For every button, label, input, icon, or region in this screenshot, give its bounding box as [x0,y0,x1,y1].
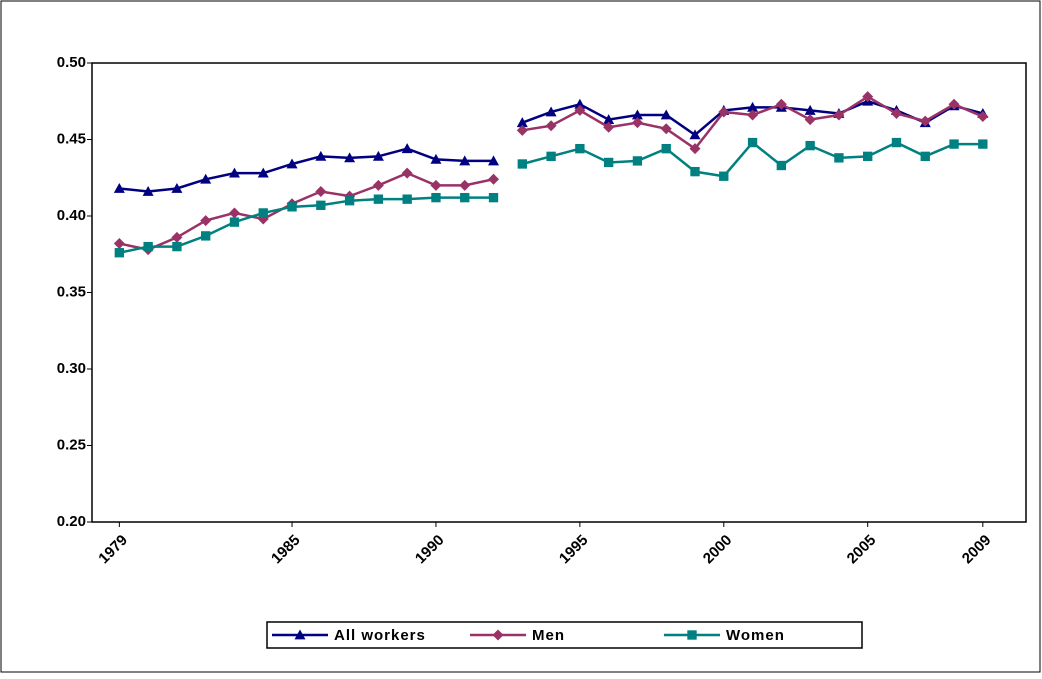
marker [488,173,500,185]
marker [747,137,758,148]
marker [660,123,672,135]
marker [401,143,413,154]
marker [890,107,902,119]
marker [372,179,384,191]
marker [316,200,326,210]
marker [200,173,212,184]
marker [200,215,212,227]
marker [804,114,816,126]
y-tick-label: 0.40 [57,207,86,224]
marker [294,629,306,640]
marker [286,158,298,169]
y-tick-label: 0.30 [57,360,86,377]
marker [372,150,384,161]
marker [718,106,730,118]
marker [373,194,384,204]
legend-label: Women [726,627,785,644]
marker [171,231,183,243]
marker [229,217,240,227]
marker [948,98,960,110]
marker [228,167,240,178]
marker [402,194,412,204]
marker [113,238,125,250]
marker [776,160,787,171]
marker [747,109,759,121]
marker [719,171,729,181]
marker [430,153,442,164]
marker [775,98,787,110]
marker [574,104,586,116]
marker [401,167,413,179]
legend-label: Men [532,627,565,644]
marker [891,137,902,148]
marker [488,192,499,203]
marker [661,144,671,154]
marker [114,248,125,258]
marker [603,121,615,133]
marker [863,151,873,162]
marker [113,182,125,193]
plot-area [91,62,1027,523]
marker [546,151,556,162]
marker [516,117,528,128]
marker [805,140,815,151]
legend-label: All workers [334,627,426,644]
marker [603,114,615,125]
marker [920,151,930,162]
legend-box [266,621,863,649]
marker [545,120,557,132]
marker [488,155,500,166]
marker [228,207,240,219]
y-tick-label: 0.20 [57,513,86,530]
marker [315,186,327,198]
marker [660,109,672,120]
marker [689,143,701,155]
marker [172,241,182,252]
marker [747,101,759,112]
marker [862,91,874,103]
marker [143,241,153,252]
y-tick-label: 0.35 [57,283,86,300]
marker [258,208,268,218]
marker [687,630,697,640]
marker [492,629,504,641]
marker [171,182,183,193]
marker [315,150,327,161]
marker [142,186,154,196]
marker [460,192,470,203]
marker [631,109,643,120]
marker [834,153,844,163]
marker [690,166,700,177]
marker [689,129,701,140]
marker [978,139,988,149]
marker [287,202,297,212]
marker [344,152,356,163]
marker [949,139,959,149]
marker [516,124,528,136]
marker [201,231,211,241]
marker [459,179,471,191]
marker [574,98,586,109]
marker [919,115,931,127]
marker [833,109,845,121]
y-tick-label: 0.45 [57,130,86,147]
marker [459,155,471,166]
marker [603,157,614,168]
marker [430,179,442,191]
marker [517,159,527,169]
marker [344,196,355,206]
marker [977,111,989,123]
marker [631,117,643,129]
y-tick-label: 0.50 [57,54,86,71]
marker [431,192,441,203]
marker [804,104,816,115]
marker [545,106,557,117]
marker [257,167,269,178]
marker [632,156,643,166]
marker [575,144,585,154]
y-tick-label: 0.25 [57,436,86,453]
